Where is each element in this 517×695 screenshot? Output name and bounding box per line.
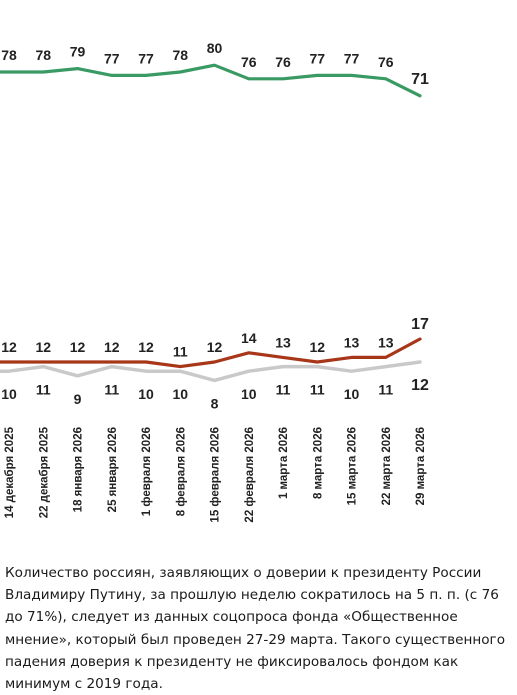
data-label-distrust: 13 <box>378 334 394 350</box>
data-label-undecided: 11 <box>310 382 325 398</box>
x-tick-label: 18 января 2026 <box>73 427 85 512</box>
series-line-distrust <box>0 337 422 369</box>
data-label-distrust: 12 <box>138 339 154 355</box>
data-label-undecided: 8 <box>211 395 219 411</box>
data-label-trust: 79 <box>70 44 86 60</box>
data-label-distrust: 12 <box>310 339 326 355</box>
data-label-distrust: 17 <box>411 316 429 333</box>
x-tick-label: 22 февраля 2026 <box>244 427 256 523</box>
data-label-undecided: 11 <box>378 382 393 398</box>
data-label-trust: 77 <box>310 50 326 66</box>
data-label-trust: 78 <box>1 47 17 63</box>
data-labels: 78 78 79 77 77 78 80 76 76 77 77 76 71 12 12 12 12 12 11 12… <box>1 40 429 411</box>
data-label-undecided: 10 <box>344 386 360 402</box>
article-caption: Количество россиян, заявляющих о доверии… <box>5 565 506 693</box>
x-tick-label: 29 марта 2026 <box>415 427 427 505</box>
data-label-undecided: 10 <box>1 386 17 402</box>
data-label-undecided: 11 <box>104 382 119 398</box>
x-tick-label: 22 марта 2026 <box>381 427 393 505</box>
data-label-undecided: 10 <box>241 386 257 402</box>
data-label-distrust: 14 <box>241 330 257 346</box>
data-label-trust: 76 <box>378 54 394 70</box>
data-label-trust: 78 <box>173 47 189 63</box>
x-tick-label: 1 марта 2026 <box>278 427 290 499</box>
data-label-undecided: 11 <box>276 382 291 398</box>
data-label-distrust: 13 <box>275 334 291 350</box>
series-lines <box>0 63 422 383</box>
line-chart: 78 78 79 77 77 78 80 76 76 77 77 76 71 12 12 12 12 12 11 12… <box>0 40 429 523</box>
series-line-undecided <box>0 360 422 383</box>
data-label-trust: 76 <box>275 54 291 70</box>
data-label-undecided: 10 <box>138 386 154 402</box>
data-label-undecided: 10 <box>173 386 189 402</box>
data-label-distrust: 13 <box>344 334 360 350</box>
data-label-distrust: 12 <box>36 339 52 355</box>
data-label-trust: 77 <box>104 50 120 66</box>
data-label-distrust: 12 <box>104 339 120 355</box>
data-label-trust: 78 <box>36 47 52 63</box>
data-label-undecided: 12 <box>411 377 429 394</box>
data-label-distrust: 12 <box>207 339 223 355</box>
x-tick-label: 25 января 2026 <box>107 427 119 512</box>
x-tick-label: 8 февраля 2026 <box>175 427 187 516</box>
data-label-distrust: 12 <box>1 339 17 355</box>
x-tick-label: 14 декабря 2025 <box>4 426 16 518</box>
x-axis-ticks: 14 декабря 2025 22 декабря 2025 18 января … <box>4 426 427 522</box>
x-tick-label: 1 февраля 2026 <box>141 427 153 516</box>
x-tick-label: 8 марта 2026 <box>312 427 324 499</box>
x-tick-label: 15 марта 2026 <box>347 427 359 505</box>
x-tick-label: 15 февраля 2026 <box>210 427 222 523</box>
series-line-trust <box>0 63 422 98</box>
data-label-trust: 80 <box>207 40 223 56</box>
data-label-trust: 77 <box>344 50 360 66</box>
data-label-trust: 76 <box>241 54 257 70</box>
data-label-trust: 77 <box>138 50 154 66</box>
data-label-undecided: 9 <box>74 391 82 407</box>
data-label-trust: 71 <box>411 71 429 88</box>
x-tick-label: 22 декабря 2025 <box>38 426 50 518</box>
data-label-distrust: 11 <box>173 344 188 360</box>
data-label-undecided: 11 <box>36 382 51 398</box>
data-label-distrust: 12 <box>70 339 86 355</box>
